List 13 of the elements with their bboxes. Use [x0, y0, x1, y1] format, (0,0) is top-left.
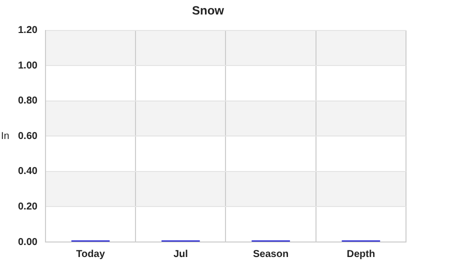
y-tick-label: 0.00: [18, 236, 38, 248]
x-tick-label: Season: [253, 248, 289, 260]
y-tick-label: 0.80: [18, 96, 38, 107]
x-tick-label: Jul: [173, 248, 188, 260]
y-tick-label: 0.20: [18, 201, 38, 212]
x-tick-label: Today: [76, 248, 106, 260]
y-axis-title: In: [1, 130, 10, 142]
chart-title: Snow: [192, 4, 225, 18]
y-tick-label: 1.00: [18, 60, 38, 72]
y-tick-label: 0.40: [18, 166, 38, 178]
x-tick-label: Depth: [346, 248, 376, 260]
y-tick-label: 1.20: [18, 25, 38, 36]
y-tick-label: 0.60: [18, 130, 38, 142]
